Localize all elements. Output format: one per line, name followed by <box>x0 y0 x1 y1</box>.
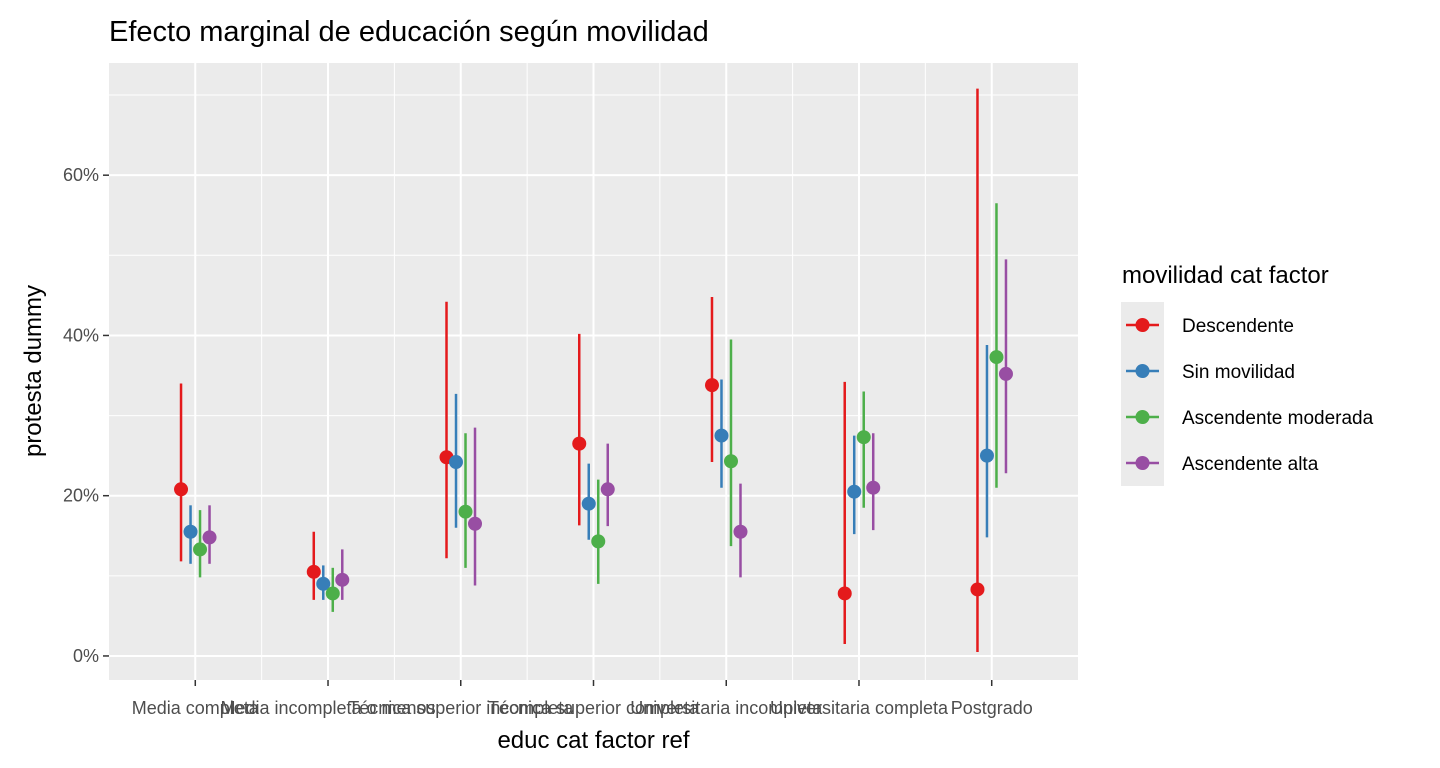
data-point <box>591 534 606 549</box>
data-point <box>325 586 340 601</box>
data-point <box>714 428 729 443</box>
series-2 <box>183 345 994 600</box>
data-point <box>998 366 1013 381</box>
data-point <box>316 576 331 591</box>
data-point <box>837 586 852 601</box>
x-tick-label: Postgrado <box>951 698 1033 718</box>
legend-item: Sin movilidad <box>1126 362 1295 383</box>
y-tick-label: 0% <box>73 646 99 666</box>
legend-key-point <box>1135 318 1150 332</box>
data-point <box>449 455 464 470</box>
data-point <box>979 448 994 463</box>
data-point <box>600 482 615 497</box>
legend-item: Descendente <box>1126 316 1294 337</box>
legend-item: Ascendente moderada <box>1126 408 1374 429</box>
legend-items: Descendente Sin movilidad Ascendente moder… <box>1121 302 1374 486</box>
x-tick-label: Universitaria incompleta <box>630 698 823 718</box>
legend-key-point <box>1135 364 1150 378</box>
data-point <box>989 350 1004 365</box>
data-point <box>335 572 350 587</box>
data-point <box>581 496 596 511</box>
series-3 <box>193 203 1004 612</box>
legend-key-point <box>1135 456 1150 470</box>
data-point <box>866 480 881 495</box>
chart-title: Efecto marginal de educación según movil… <box>109 16 709 48</box>
data-point <box>306 564 321 579</box>
x-tick-label: Media incompleta o menos <box>220 698 435 718</box>
data-point <box>970 582 985 597</box>
data-point <box>174 482 189 497</box>
y-tick-label: 40% <box>63 325 99 345</box>
legend-label: Descendente <box>1182 316 1294 337</box>
data-point <box>193 542 208 557</box>
legend: movilidad cat factor Descendente Sin movi… <box>1121 262 1374 486</box>
data-point <box>733 524 748 539</box>
data-point <box>572 436 587 451</box>
x-tick-label: Técnica superior incompleta <box>348 698 574 718</box>
y-tick-label: 20% <box>63 486 99 506</box>
legend-title: movilidad cat factor <box>1122 262 1329 289</box>
y-axis-title: protesta dummy <box>20 285 47 457</box>
legend-label: Ascendente alta <box>1182 454 1319 475</box>
series-1 <box>174 88 985 652</box>
legend-label: Ascendente moderada <box>1182 408 1374 429</box>
legend-key-background <box>1121 302 1164 486</box>
x-axis-title: educ cat factor ref <box>497 727 689 754</box>
x-tick-label: Media completa <box>132 698 260 718</box>
data-point <box>202 530 217 545</box>
y-tick-label: 60% <box>63 165 99 185</box>
data-point <box>468 516 483 531</box>
data-point <box>723 454 738 469</box>
y-axis: 0% 20% 40% 60% <box>63 165 109 666</box>
legend-item: Ascendente alta <box>1126 454 1319 475</box>
grid-major <box>109 63 1078 680</box>
x-tick-label: Universitaria completa <box>770 698 949 718</box>
legend-key-point <box>1135 410 1150 424</box>
legend-label: Sin movilidad <box>1182 362 1295 383</box>
data-point <box>458 504 473 519</box>
series-layer <box>174 88 1013 652</box>
data-point <box>183 524 198 539</box>
data-point <box>847 484 862 499</box>
data-point <box>704 378 719 393</box>
data-point <box>856 430 871 445</box>
series-4 <box>202 259 1013 600</box>
x-tick-label: Técnica superior completa <box>488 698 700 718</box>
